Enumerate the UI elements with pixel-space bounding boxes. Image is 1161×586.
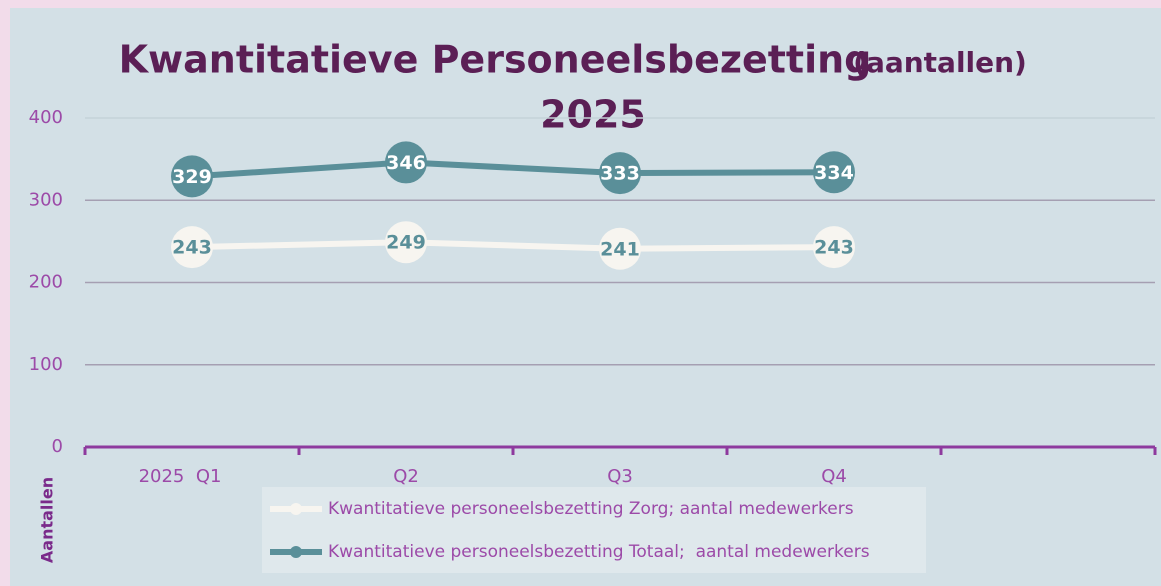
x-tick-label: Q3 [607, 466, 633, 487]
legend-label: Kwantitatieve personeelsbezetting Zorg; … [328, 499, 854, 519]
point [171, 226, 213, 269]
y-tick-label: 300 [29, 189, 63, 210]
legend-marker [290, 546, 302, 558]
legend [262, 487, 926, 573]
chart-title-note: (aantallen) [853, 46, 1027, 79]
data-label: 333 [600, 163, 640, 185]
point [385, 141, 427, 184]
legend-marker [290, 503, 302, 515]
point [599, 227, 641, 270]
series-line [191, 159, 835, 180]
data-label: 243 [814, 237, 854, 259]
x-tick-label: Q2 [393, 466, 419, 487]
point [813, 151, 855, 194]
data-label: 334 [814, 162, 854, 184]
chart-title: Kwantitatieve Personeelsbezetting [119, 38, 872, 82]
point [385, 221, 427, 264]
point [813, 226, 855, 269]
y-tick-label: 200 [29, 272, 63, 293]
chart-title-year: 2025 [540, 93, 646, 137]
data-label: 249 [386, 232, 426, 254]
series-line [191, 239, 835, 252]
legend-label: Kwantitatieve personeelsbezetting Totaal… [328, 542, 870, 562]
data-label: 346 [386, 152, 426, 174]
y-axis-label: Aantallen [38, 477, 57, 563]
y-tick-label: 400 [29, 107, 63, 128]
data-label: 243 [172, 237, 212, 259]
y-tick-label: 0 [52, 436, 63, 457]
point [599, 152, 641, 195]
point [171, 155, 213, 198]
data-label: 329 [172, 166, 212, 188]
x-tick-label: 2025 Q1 [139, 466, 222, 487]
y-tick-label: 100 [29, 354, 63, 375]
x-tick-label: Q4 [821, 466, 847, 487]
data-label: 241 [600, 238, 640, 260]
